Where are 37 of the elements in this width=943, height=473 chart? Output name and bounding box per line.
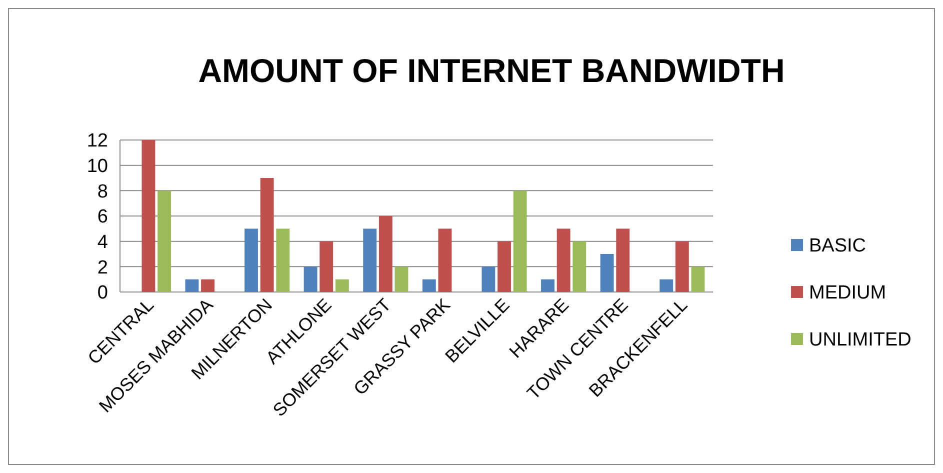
bar	[482, 266, 496, 292]
bar	[438, 228, 452, 292]
bar	[675, 241, 689, 292]
bar	[422, 279, 436, 292]
bar	[335, 279, 349, 292]
legend-label: BASIC	[809, 236, 866, 257]
bar	[513, 190, 527, 292]
y-tick-label: 8	[97, 181, 108, 202]
bar	[572, 241, 586, 292]
bar	[142, 140, 156, 292]
y-tick-label: 6	[97, 206, 108, 228]
bar	[304, 266, 318, 292]
y-tick-label: 0	[97, 282, 108, 304]
bar	[378, 216, 392, 292]
bar	[616, 228, 630, 292]
chart-title: AMOUNT OF INTERNET BANDWIDTH	[198, 52, 785, 89]
bar	[363, 228, 377, 292]
y-tick-label: 4	[97, 232, 108, 253]
y-tick-label: 2	[97, 257, 108, 278]
bar	[260, 178, 274, 292]
bar	[201, 279, 214, 292]
bar	[660, 279, 674, 292]
bar	[158, 190, 171, 292]
bar	[600, 254, 614, 292]
bar	[556, 228, 570, 292]
bar	[276, 228, 290, 292]
bar	[185, 279, 199, 292]
legend-label: MEDIUM	[809, 282, 886, 304]
bar	[320, 241, 334, 292]
bar	[394, 266, 408, 292]
y-tick-label: 12	[86, 130, 108, 152]
bar	[244, 228, 258, 292]
legend-label: UNLIMITED	[809, 330, 912, 351]
bar	[691, 266, 705, 292]
bar	[541, 279, 554, 292]
bar	[498, 241, 511, 292]
y-tick-label: 10	[86, 156, 108, 177]
